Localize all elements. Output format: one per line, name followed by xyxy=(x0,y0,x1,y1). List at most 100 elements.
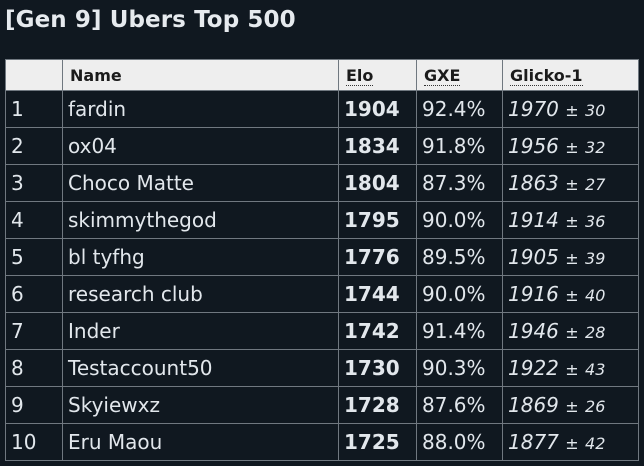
column-header-gxe[interactable]: GXE xyxy=(416,59,503,91)
player-name-cell[interactable]: Choco Matte xyxy=(62,164,339,202)
plus-minus-sign: ± xyxy=(565,175,579,194)
glicko-cell: 1863 ± 27 xyxy=(502,164,639,202)
glicko-cell: 1877 ± 42 xyxy=(502,423,639,461)
table-header-row: Name Elo GXE Glicko-1 xyxy=(5,59,639,91)
glicko-deviation: 28 xyxy=(585,323,606,342)
elo-cell: 1725 xyxy=(338,423,417,461)
glicko-deviation: 42 xyxy=(585,434,606,453)
rank-cell: 6 xyxy=(5,275,63,313)
elo-cell: 1730 xyxy=(338,349,417,387)
gxe-cell: 90.3% xyxy=(416,349,503,387)
glicko-cell: 1905 ± 39 xyxy=(502,238,639,276)
gxe-cell: 90.0% xyxy=(416,275,503,313)
gxe-cell: 87.6% xyxy=(416,386,503,424)
table-row: 7 Inder 1742 91.4% 1946 ± 28 xyxy=(5,312,639,350)
rank-cell: 5 xyxy=(5,238,63,276)
plus-minus-sign: ± xyxy=(565,397,579,416)
gxe-cell: 92.4% xyxy=(416,90,503,128)
ladder-body: 1 fardin 1904 92.4% 1970 ± 30 2 ox04 1834 91.8% 1… xyxy=(5,90,639,461)
glicko-rating: 1863 xyxy=(508,171,559,195)
player-name-cell[interactable]: skimmythegod xyxy=(62,201,339,239)
glicko-cell: 1922 ± 43 xyxy=(502,349,639,387)
table-row: 10 Eru Maou 1725 88.0% 1877 ± 42 xyxy=(5,423,639,461)
ladder-table: Name Elo GXE Glicko-1 1 fardin 1904 92.4% 19… xyxy=(5,59,639,461)
player-name-cell[interactable]: ox04 xyxy=(62,127,339,165)
plus-minus-sign: ± xyxy=(565,323,579,342)
player-name-cell[interactable]: Inder xyxy=(62,312,339,350)
glicko-deviation: 32 xyxy=(585,138,606,157)
glicko-cell: 1946 ± 28 xyxy=(502,312,639,350)
glicko-deviation: 30 xyxy=(585,101,606,120)
player-name-cell[interactable]: fardin xyxy=(62,90,339,128)
player-name-cell[interactable]: bl tyfhg xyxy=(62,238,339,276)
column-header-name: Name xyxy=(62,59,339,91)
table-row: 9 Skyiewxz 1728 87.6% 1869 ± 26 xyxy=(5,386,639,424)
glicko-rating: 1922 xyxy=(508,356,559,380)
player-name-cell[interactable]: research club xyxy=(62,275,339,313)
rank-cell: 3 xyxy=(5,164,63,202)
column-header-elo[interactable]: Elo xyxy=(338,59,417,91)
elo-cell: 1804 xyxy=(338,164,417,202)
sort-by-gxe-link[interactable]: GXE xyxy=(424,65,461,86)
glicko-rating: 1956 xyxy=(508,134,559,158)
elo-cell: 1744 xyxy=(338,275,417,313)
player-name-cell[interactable]: Skyiewxz xyxy=(62,386,339,424)
glicko-cell: 1956 ± 32 xyxy=(502,127,639,165)
table-row: 6 research club 1744 90.0% 1916 ± 40 xyxy=(5,275,639,313)
glicko-deviation: 43 xyxy=(585,360,606,379)
gxe-cell: 89.5% xyxy=(416,238,503,276)
elo-cell: 1728 xyxy=(338,386,417,424)
plus-minus-sign: ± xyxy=(565,249,579,268)
column-header-rank xyxy=(5,59,63,91)
rank-cell: 1 xyxy=(5,90,63,128)
glicko-deviation: 40 xyxy=(585,286,606,305)
glicko-cell: 1914 ± 36 xyxy=(502,201,639,239)
table-row: 1 fardin 1904 92.4% 1970 ± 30 xyxy=(5,90,639,128)
plus-minus-sign: ± xyxy=(565,286,579,305)
table-row: 8 Testaccount50 1730 90.3% 1922 ± 43 xyxy=(5,349,639,387)
rank-cell: 2 xyxy=(5,127,63,165)
plus-minus-sign: ± xyxy=(565,360,579,379)
glicko-cell: 1916 ± 40 xyxy=(502,275,639,313)
rank-cell: 9 xyxy=(5,386,63,424)
rank-cell: 7 xyxy=(5,312,63,350)
rank-cell: 4 xyxy=(5,201,63,239)
rank-cell: 8 xyxy=(5,349,63,387)
plus-minus-sign: ± xyxy=(565,138,579,157)
gxe-cell: 87.3% xyxy=(416,164,503,202)
plus-minus-sign: ± xyxy=(565,212,579,231)
glicko-deviation: 27 xyxy=(585,175,606,194)
elo-cell: 1742 xyxy=(338,312,417,350)
glicko-rating: 1905 xyxy=(508,245,559,269)
gxe-cell: 91.4% xyxy=(416,312,503,350)
glicko-deviation: 36 xyxy=(585,212,606,231)
sort-by-elo-link[interactable]: Elo xyxy=(346,65,374,86)
glicko-rating: 1869 xyxy=(508,393,559,417)
elo-cell: 1904 xyxy=(338,90,417,128)
glicko-rating: 1877 xyxy=(508,430,559,454)
glicko-rating: 1970 xyxy=(508,97,559,121)
glicko-rating: 1946 xyxy=(508,319,559,343)
table-row: 5 bl tyfhg 1776 89.5% 1905 ± 39 xyxy=(5,238,639,276)
name-header-label: Name xyxy=(70,65,122,85)
gxe-cell: 90.0% xyxy=(416,201,503,239)
glicko-cell: 1869 ± 26 xyxy=(502,386,639,424)
sort-by-glicko-link[interactable]: Glicko-1 xyxy=(510,65,583,86)
glicko-cell: 1970 ± 30 xyxy=(502,90,639,128)
table-row: 2 ox04 1834 91.8% 1956 ± 32 xyxy=(5,127,639,165)
page-title: [Gen 9] Ubers Top 500 xyxy=(5,7,296,33)
table-row: 4 skimmythegod 1795 90.0% 1914 ± 36 xyxy=(5,201,639,239)
player-name-cell[interactable]: Eru Maou xyxy=(62,423,339,461)
glicko-rating: 1916 xyxy=(508,282,559,306)
player-name-cell[interactable]: Testaccount50 xyxy=(62,349,339,387)
rank-cell: 10 xyxy=(5,423,63,461)
plus-minus-sign: ± xyxy=(565,101,579,120)
glicko-deviation: 26 xyxy=(585,397,606,416)
glicko-deviation: 39 xyxy=(585,249,606,268)
glicko-rating: 1914 xyxy=(508,208,559,232)
table-row: 3 Choco Matte 1804 87.3% 1863 ± 27 xyxy=(5,164,639,202)
column-header-glicko[interactable]: Glicko-1 xyxy=(502,59,639,91)
elo-cell: 1776 xyxy=(338,238,417,276)
gxe-cell: 88.0% xyxy=(416,423,503,461)
gxe-cell: 91.8% xyxy=(416,127,503,165)
